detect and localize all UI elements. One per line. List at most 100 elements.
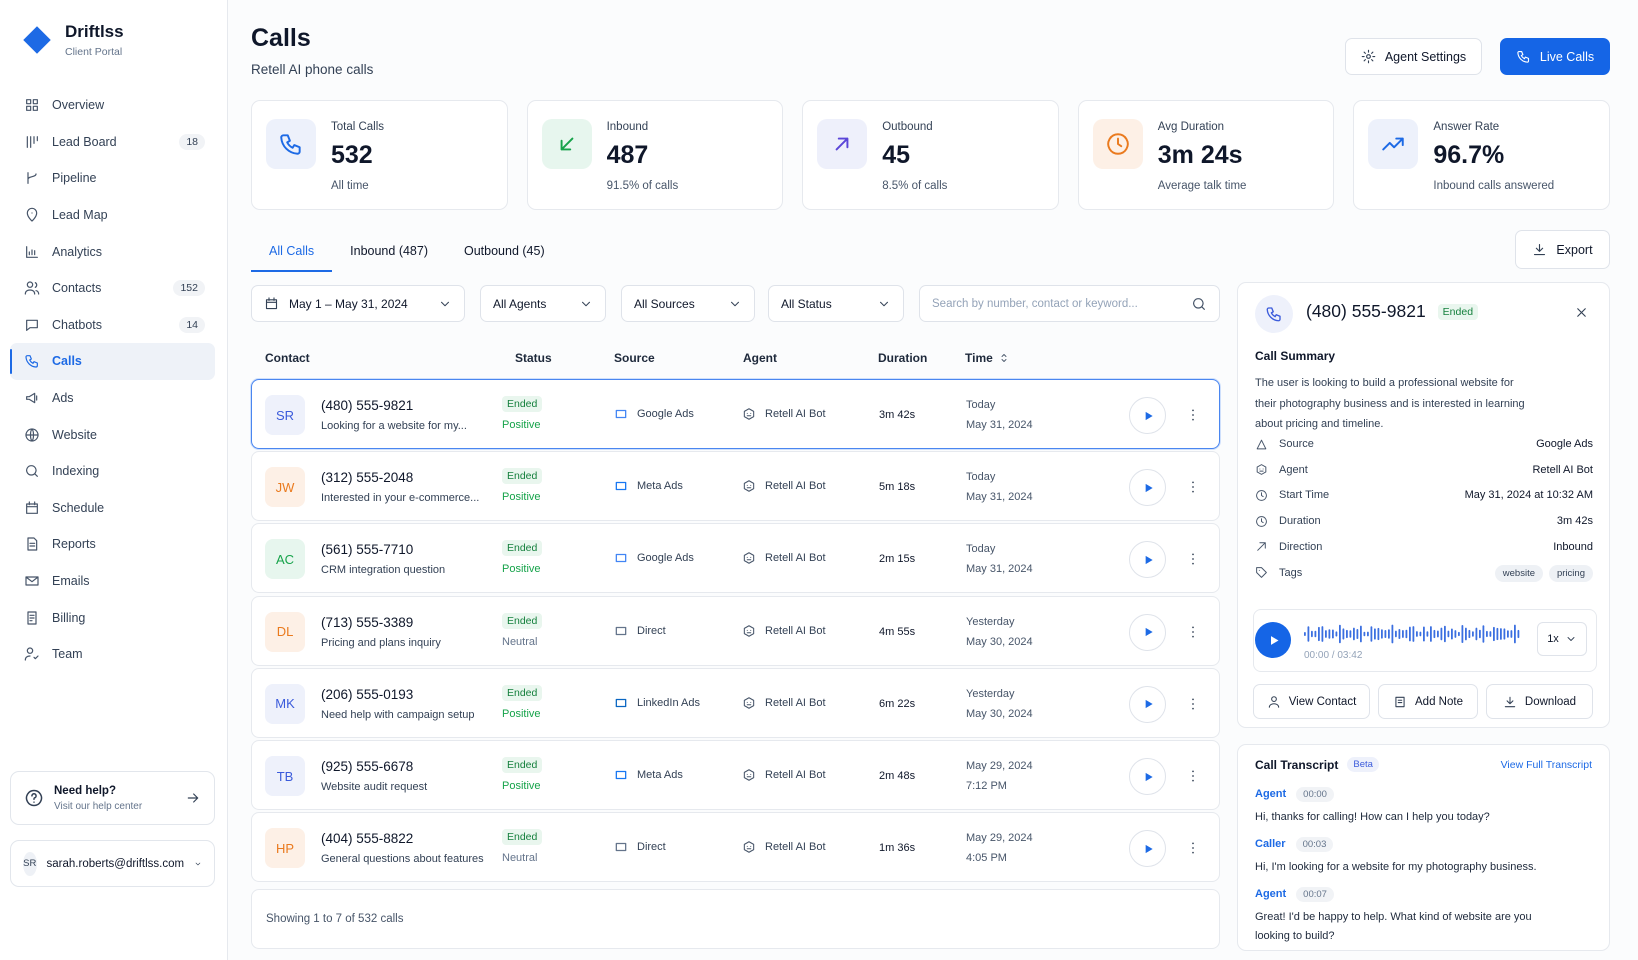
nav-item[interactable]: Analytics [10,233,215,270]
call-row[interactable]: MK (206) 555-0193 Need help with campaign … [251,667,1220,738]
nav-item[interactable]: Ads [10,380,215,417]
field-value: Google Ads [1536,438,1593,450]
call-row[interactable]: SR (480) 555-9821 Looking for a website fo… [251,379,1220,449]
brand: Driftlss Client Portal [22,22,124,58]
icon [1257,542,1266,552]
call-row[interactable]: AC (561) 555-7710 CRM integration question… [251,523,1220,594]
nav-item[interactable]: Indexing [10,453,215,490]
filter-dropdown[interactable]: May 1 – May 31, 2024 [251,285,465,322]
action-button[interactable]: Download [1486,684,1593,719]
call-row[interactable]: TB (925) 555-6678 Website audit request End… [251,740,1220,810]
transcript-link[interactable]: View Full Transcript [1500,758,1592,771]
nav-item[interactable]: Lead Map [10,197,215,234]
nav-item[interactable]: Billing [10,599,215,636]
tab[interactable]: All Calls [251,232,333,272]
filter-dropdown[interactable]: All Status [768,285,904,322]
nav-item[interactable]: Lead Board 18 [10,124,215,161]
stat-sub: Average talk time [1157,180,1247,192]
sentiment: Positive [502,491,541,504]
play-button[interactable] [1129,758,1166,795]
nav-item[interactable]: Team [10,636,215,673]
wave-bar [1367,631,1369,637]
action-label: Add Note [1415,695,1463,708]
nav-item[interactable]: Calls [10,343,215,380]
icon [743,697,755,709]
search-input[interactable]: Search by number, contact or keyword... [919,285,1220,322]
icon [1266,307,1281,322]
row-menu[interactable] [1185,624,1201,643]
export-button[interactable]: Export [1515,230,1610,269]
call-row[interactable]: JW (312) 555-2048 Interested in your e-com… [251,451,1220,522]
play-button[interactable] [1129,397,1166,434]
agent-settings-button[interactable]: Agent Settings [1345,38,1482,75]
nav-item[interactable]: Contacts 152 [10,270,215,307]
row-menu[interactable] [1185,768,1201,787]
action-label: View Contact [1288,695,1357,708]
play-button[interactable] [1129,469,1166,507]
nav-item[interactable]: Chatbots 14 [10,307,215,344]
close-button[interactable] [1574,305,1589,323]
help-card[interactable]: Need help? Visit our help center [10,771,215,825]
entry-text: Hi, I'm looking for a website for my pho… [1255,861,1537,873]
nav-item[interactable]: Reports [10,526,215,563]
speed-select[interactable]: 1x [1537,622,1587,656]
icon-shape [743,769,755,781]
call-row[interactable]: HP (404) 555-8822 General questions about … [251,812,1220,883]
icon-shape [1534,243,1546,256]
row-menu[interactable] [1185,696,1201,715]
wave-bar [1430,626,1432,642]
play-button[interactable] [1129,613,1166,651]
status-pill: Ended [502,684,543,701]
action-button[interactable]: View Contact [1253,684,1370,719]
nav-item[interactable]: Emails [10,563,215,600]
filter-dropdown[interactable]: All Sources [621,285,755,322]
status-cell: Ended Neutral [502,829,543,864]
nav-label: Website [52,427,97,442]
tab[interactable]: Outbound (45) [464,244,545,258]
nav-item[interactable]: Pipeline [10,160,215,197]
action-button[interactable]: Add Note [1378,684,1478,719]
icon [1256,490,1267,501]
call-row[interactable]: DL (713) 555-3389 Pricing and plans inquir… [251,595,1220,666]
icon [1145,628,1153,637]
nav-item[interactable]: Schedule [10,490,215,527]
wave-bar [1339,624,1341,644]
play-button[interactable] [1129,830,1166,868]
icon [187,793,199,803]
time-date: 7:12 PM [966,780,1007,792]
source-label: Direct [637,624,666,637]
row-menu[interactable] [1185,407,1201,426]
source-label: Google Ads [637,552,694,565]
icon-shape [1145,772,1153,781]
row-menu[interactable] [1185,551,1201,570]
play-button[interactable] [1129,685,1166,723]
row-menu[interactable] [1185,479,1201,498]
column-header: Duration [878,351,928,365]
brand-name: Driftlss [65,22,124,41]
icon-shape [615,409,627,419]
play-button[interactable] [1129,541,1166,579]
wave-bar [1419,631,1422,637]
icon-shape [1577,308,1586,317]
tab[interactable]: Inbound (487) [350,244,428,258]
agent-label: Retell AI Bot [765,480,826,493]
nav-item[interactable]: Overview [10,87,215,124]
duration: 3m 42s [879,409,916,421]
status-pill: Ended [502,540,543,557]
icon [1192,842,1194,854]
source-label: Direct [637,841,666,854]
user-card[interactable]: SR sarah.roberts@driftlss.com [10,840,215,887]
icon [26,465,38,478]
transcript-entry: Caller 00:03 Hi, I'm looking for a website… [1255,836,1592,877]
icon-shape [560,137,573,151]
field-label: Direction [1279,540,1323,553]
row-menu[interactable] [1185,840,1201,859]
live-calls-button[interactable]: Live Calls [1500,38,1610,75]
nav-item[interactable]: Website [10,416,215,453]
agent-cell: Retell AI Bot [742,479,826,493]
filter-dropdown[interactable]: All Agents [480,285,606,322]
icon [615,843,627,852]
icon-shape [27,611,37,625]
player-play[interactable] [1255,622,1291,658]
wave-bar [1472,631,1474,637]
